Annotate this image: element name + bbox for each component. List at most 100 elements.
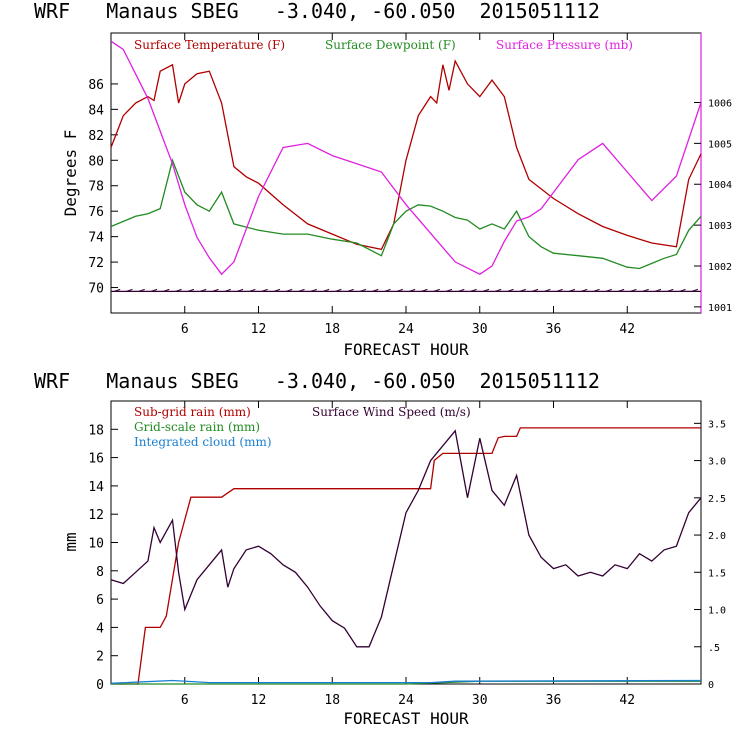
y2-tick-label: 1005	[708, 139, 732, 150]
y2-tick-label: 0	[708, 680, 714, 691]
wind-barb	[630, 288, 637, 292]
x-tick-label: 36	[546, 693, 562, 708]
y-tick-label: 16	[88, 452, 104, 467]
wind-barb	[113, 288, 121, 292]
panel1-xlabel: FORECAST HOUR	[343, 340, 469, 359]
y-tick-label: 74	[88, 231, 104, 246]
legend-subgrid-rain: Sub-grid rain (mm)	[134, 405, 251, 419]
wind-barb	[691, 288, 699, 292]
x-tick-label: 42	[619, 322, 635, 337]
wind-barb	[568, 288, 576, 292]
series-line-surface-temperature-f	[110, 59, 702, 251]
y2-tick-label: 1.5	[708, 568, 726, 579]
temperature-panel: WRF Manaus SBEG -3.040, -60.050 20150511…	[34, 0, 732, 359]
rain-panel: WRF Manaus SBEG -3.040, -60.050 20150511…	[34, 369, 726, 728]
wind-barb	[581, 288, 588, 292]
y-tick-label: 4	[96, 621, 104, 636]
wind-barb	[531, 288, 539, 292]
x-tick-label: 12	[251, 693, 267, 708]
series-line-surface-pressure-mb	[110, 40, 702, 276]
wind-barb	[384, 288, 391, 292]
wind-barb	[679, 288, 686, 292]
wind-barb	[458, 288, 465, 292]
y-tick-label: 14	[88, 480, 104, 495]
panel1-ylabel: Degrees F	[61, 130, 80, 217]
y-tick-label: 86	[88, 78, 104, 93]
x-tick-label: 6	[181, 693, 189, 708]
wind-barb	[187, 288, 195, 292]
wind-barb	[433, 288, 440, 292]
y-tick-label: 12	[88, 508, 104, 523]
wind-barb	[236, 288, 244, 292]
y-tick-label: 6	[96, 593, 104, 608]
x-tick-label: 24	[398, 693, 414, 708]
wind-barb	[212, 288, 219, 292]
wind-barb	[654, 288, 662, 292]
wind-barb	[150, 288, 158, 292]
y2-tick-label: 1001	[708, 303, 732, 314]
x-tick-label: 18	[324, 322, 340, 337]
y2-tick-label: 1003	[708, 221, 732, 232]
legend-surface-wind-speed: Surface Wind Speed (m/s)	[312, 405, 471, 419]
panel2-ylabel: mm	[61, 532, 80, 551]
panel1-plot-area	[110, 32, 702, 314]
wind-barb	[249, 288, 256, 292]
y2-tick-label: 1004	[708, 180, 732, 191]
series-line-integrated-cloud-mm	[110, 679, 702, 684]
x-tick-label: 36	[546, 322, 562, 337]
wind-barb	[470, 288, 477, 292]
y2-tick-label: 3.5	[708, 419, 726, 430]
wind-barb	[445, 288, 453, 292]
wind-barb	[519, 288, 526, 292]
legend-integrated-cloud: Integrated cloud (mm)	[134, 435, 272, 449]
series-line-surface-dewpoint-f	[110, 158, 702, 270]
legend-gridscale-rain: Grid-scale rain (mm)	[134, 420, 260, 434]
y2-tick-label: 1002	[708, 262, 732, 273]
wind-barb	[200, 288, 207, 292]
panel2-title: WRF Manaus SBEG -3.040, -60.050 20150511…	[34, 369, 600, 393]
y2-tick-label: 2.5	[708, 494, 726, 505]
x-tick-label: 12	[251, 322, 267, 337]
y2-tick-label: 3.0	[708, 457, 726, 468]
series-line-sub-grid-rain-mm	[111, 427, 701, 685]
y2-tick-label: 1.0	[708, 606, 726, 617]
y2-tick-label: .5	[708, 643, 720, 654]
wind-barb	[507, 288, 514, 292]
wind-barb	[175, 288, 182, 292]
wind-barb	[642, 288, 649, 292]
y-tick-label: 72	[88, 256, 104, 271]
x-tick-label: 24	[398, 322, 414, 337]
y-tick-label: 0	[96, 678, 104, 693]
x-tick-label: 30	[472, 322, 488, 337]
wind-barb	[224, 288, 231, 292]
y-tick-label: 76	[88, 205, 104, 220]
wind-barb	[408, 288, 416, 292]
wind-barb	[421, 288, 428, 292]
y-tick-label: 82	[88, 129, 104, 144]
wind-barb	[544, 288, 551, 292]
wind-barb	[359, 288, 367, 292]
wind-barb	[335, 288, 342, 292]
wind-barb	[322, 288, 330, 292]
wind-barb	[556, 288, 563, 292]
wind-barb	[273, 288, 281, 292]
wind-barb	[126, 288, 133, 292]
panel1-title: WRF Manaus SBEG -3.040, -60.050 20150511…	[34, 0, 600, 23]
wind-barb	[617, 288, 625, 292]
wind-barb	[396, 288, 404, 292]
y-tick-label: 8	[96, 565, 104, 580]
y-tick-label: 80	[88, 154, 104, 169]
wind-barb	[605, 288, 612, 292]
wind-barb	[495, 288, 502, 292]
y-tick-label: 84	[88, 103, 104, 118]
wind-barb	[138, 288, 145, 292]
wind-barb	[593, 288, 600, 292]
x-tick-label: 42	[619, 693, 635, 708]
wind-barb	[163, 288, 170, 292]
y-tick-label: 2	[96, 650, 104, 665]
y-tick-label: 10	[88, 537, 104, 552]
legend-surface-dewpoint: Surface Dewpoint (F)	[325, 38, 456, 52]
wind-barb	[372, 288, 379, 292]
x-tick-label: 18	[324, 693, 340, 708]
